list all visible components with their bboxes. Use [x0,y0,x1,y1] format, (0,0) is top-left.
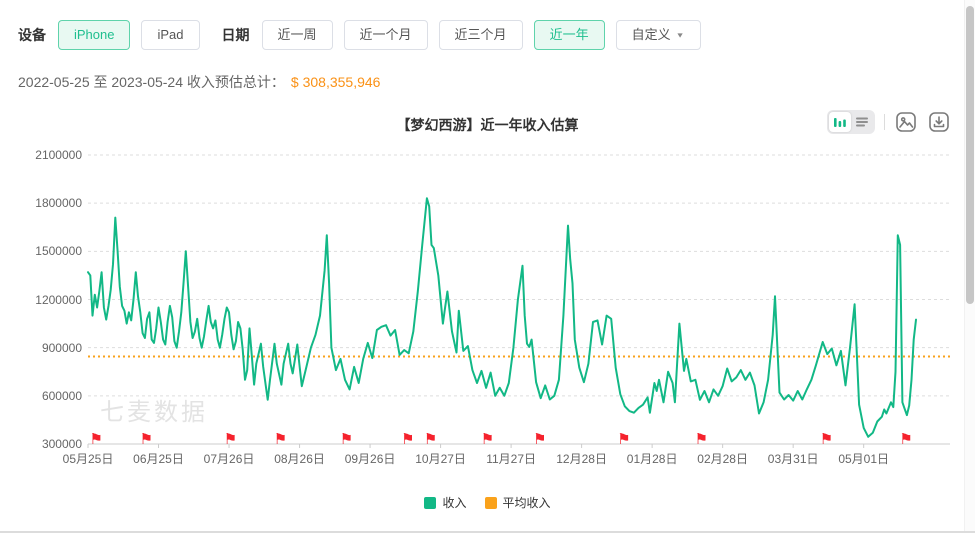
scrollbar-track [964,0,975,531]
x-axis-tick-label: 07月26日 [203,452,255,466]
x-axis-tick-label: 11月27日 [486,452,536,466]
device-option-label: iPhone [74,27,115,42]
revenue-line-series [87,197,917,438]
legend-item-平均收入[interactable]: 平均收入 [484,494,551,511]
filter-bar: 设备 iPhone iPad 日期 近一周 近一个月 近三个月 近一年 自定义 ▼ [18,20,701,50]
version-flag-icon[interactable]: ⚑ [140,430,153,448]
legend-label: 收入 [442,496,467,510]
toolbar-divider [884,114,885,130]
date-options: 近一周 近一个月 近三个月 近一年 自定义 ▼ [261,20,701,50]
version-flag-icon[interactable]: ⚑ [899,430,912,448]
date-option-label: 自定义 [631,27,671,42]
x-axis-tick-label: 08月26日 [274,452,325,466]
y-axis-tick-label: 600000 [41,388,82,403]
download-icon [929,112,949,132]
x-axis-tick-label: 01月28日 [626,452,678,466]
x-axis-tick-label: 10月27日 [415,452,466,466]
date-option-label: 近一周 [277,27,317,42]
bar-chart-icon [834,118,846,127]
device-option-iPhone[interactable]: iPhone [58,20,131,50]
scrollbar-thumb[interactable] [966,6,974,304]
list-icon [856,117,868,127]
device-label: 设备 [18,27,46,43]
version-flag-icon[interactable]: ⚑ [90,430,103,448]
version-flag-icon[interactable]: ⚑ [617,430,630,448]
device-option-iPad[interactable]: iPad [141,20,200,50]
y-axis-tick-label: 1800000 [35,196,82,211]
x-axis-tick-label: 06月25日 [133,452,184,466]
legend-item-收入[interactable]: 收入 [424,494,467,511]
y-axis-tick-label: 1500000 [35,244,82,259]
x-axis-tick-label: 09月26日 [344,452,396,466]
date-option-近一个月[interactable]: 近一个月 [343,20,428,50]
date-option-近一年[interactable]: 近一年 [533,20,605,50]
date-option-近一周[interactable]: 近一周 [261,20,333,50]
x-axis-tick-label: 05月25日 [62,452,114,466]
chart-toolbar [827,110,951,134]
version-flag-icon[interactable]: ⚑ [533,430,546,448]
version-flag-icon[interactable]: ⚑ [820,430,833,448]
x-axis-tick-label: 05月01日 [838,452,890,466]
version-flag-icon[interactable]: ⚑ [401,430,414,448]
export-image-button[interactable] [894,110,918,134]
chart-type-toggle [827,110,875,134]
date-range-text: 2022-05-25 至 2023-05-24 收入预估总计： [18,74,285,90]
x-axis-tick-label: 03月31日 [767,452,819,466]
date-option-label: 近一年 [549,27,589,42]
x-axis-tick-label: 02月28日 [697,452,748,466]
date-option-label: 近一个月 [359,27,412,42]
date-option-自定义[interactable]: 自定义 ▼ [615,20,701,50]
date-option-label: 近三个月 [454,27,507,42]
version-flag-icon[interactable]: ⚑ [340,430,353,448]
y-axis-tick-label: 2100000 [35,148,82,162]
device-options: iPhone iPad [58,20,200,50]
chevron-down-icon: ▼ [675,31,685,39]
chart-legend: 收入 平均收入 [0,494,975,511]
list-view-toggle-button[interactable] [851,112,873,132]
x-axis-tick-label: 12月28日 [556,452,607,466]
y-axis-tick-label: 1200000 [35,292,82,307]
image-icon [896,112,916,132]
y-axis-tick-label: 300000 [41,437,82,451]
date-label: 日期 [221,27,250,43]
device-option-label: iPad [157,27,184,42]
legend-swatch [484,496,497,509]
date-option-近三个月[interactable]: 近三个月 [438,20,523,50]
bar-chart-toggle-button[interactable] [829,112,851,132]
legend-swatch [424,496,437,509]
version-flag-icon[interactable]: ⚑ [481,430,494,448]
revenue-summary: 2022-05-25 至 2023-05-24 收入预估总计： $ 308,355… [18,72,380,92]
y-axis-tick-label: 900000 [41,340,82,355]
version-flag-icon[interactable]: ⚑ [424,430,437,448]
version-flag-icon[interactable]: ⚑ [695,430,708,448]
chart-title: 【梦幻西游】近一年收入估算 [396,117,579,133]
download-button[interactable] [927,110,951,134]
version-flag-icon[interactable]: ⚑ [224,430,237,448]
version-flag-icon[interactable]: ⚑ [274,430,287,448]
total-revenue-amount: $ 308,355,946 [290,74,381,90]
legend-label: 平均收入 [502,496,551,510]
